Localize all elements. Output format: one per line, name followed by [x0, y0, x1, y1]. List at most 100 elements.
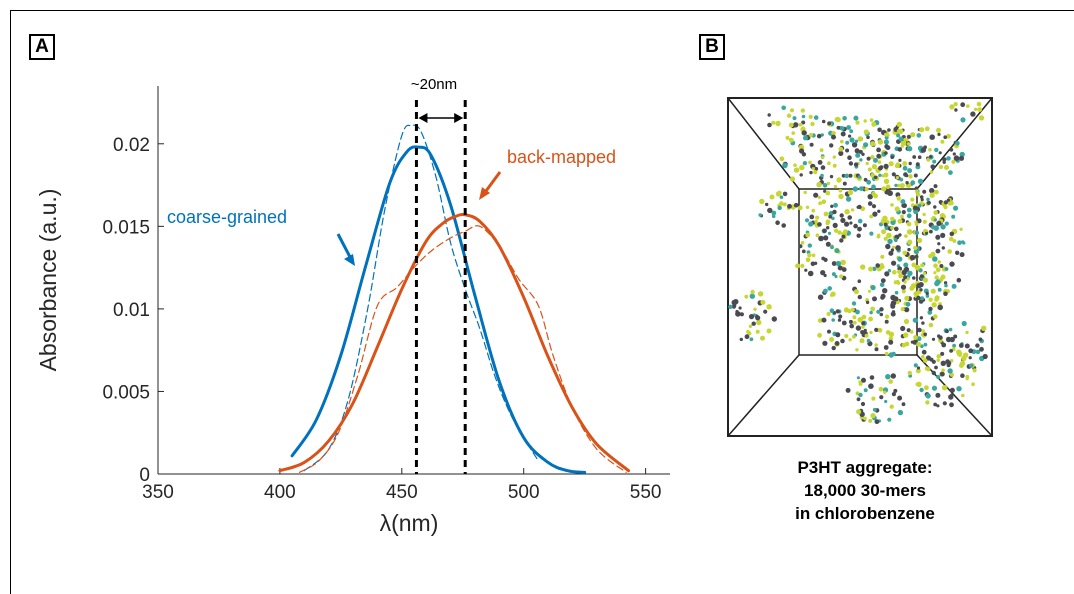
polymer-bead	[902, 165, 908, 171]
polymer-bead	[912, 339, 918, 345]
polymer-bead	[867, 194, 873, 200]
polymer-bead	[861, 325, 865, 329]
polymer-bead	[937, 304, 943, 311]
polymer-bead	[799, 173, 803, 177]
polymer-bead	[857, 218, 863, 224]
polymer-bead	[890, 303, 896, 309]
polymer-bead	[801, 120, 806, 125]
polymer-bead	[838, 314, 843, 319]
polymer-bead	[850, 208, 855, 212]
polymer-bead	[898, 233, 902, 237]
polymer-bead	[744, 334, 750, 340]
polymer-bead	[910, 283, 917, 289]
polymer-bead	[841, 173, 846, 178]
polymer-bead	[961, 355, 967, 362]
polymer-bead	[939, 371, 945, 377]
polymer-bead	[920, 198, 924, 202]
polymer-bead	[826, 226, 830, 230]
polymer-bead	[830, 204, 834, 208]
polymer-bead	[821, 119, 826, 124]
polymer-bead	[852, 320, 857, 325]
polymer-bead	[934, 365, 938, 370]
polymer-bead	[949, 336, 955, 343]
polymer-bead	[863, 129, 869, 135]
polymer-bead	[869, 118, 874, 122]
polymer-bead	[948, 327, 953, 332]
polymer-bead	[856, 376, 860, 380]
polymer-bead	[810, 121, 815, 127]
polymer-bead	[834, 248, 840, 254]
polymer-bead	[834, 116, 840, 122]
polymer-bead	[975, 349, 981, 355]
polymer-bead	[850, 307, 855, 312]
polymer-bead	[954, 108, 958, 112]
polymer-bead	[800, 263, 805, 268]
polymer-bead	[906, 229, 913, 235]
polymer-bead	[828, 214, 833, 219]
polymer-bead	[821, 317, 827, 323]
polymer-bead	[888, 161, 894, 167]
polymer-bead	[929, 192, 935, 198]
polymer-bead	[839, 213, 844, 218]
polymer-bead	[853, 289, 859, 295]
polymer-bead	[885, 184, 891, 190]
polymer-bead	[831, 134, 836, 140]
polymer-bead	[973, 107, 978, 111]
polymer-bead	[946, 198, 951, 202]
polymer-bead	[979, 346, 984, 352]
polymer-bead	[833, 185, 838, 189]
polymer-bead	[834, 341, 840, 346]
polymer-bead	[825, 219, 831, 225]
polymer-bead	[826, 181, 831, 186]
polymer-bead	[906, 277, 910, 281]
polymer-bead	[823, 257, 828, 262]
polymer-bead	[820, 173, 824, 178]
polymer-bead	[867, 289, 872, 293]
polymer-bead	[872, 296, 877, 302]
polymer-bead	[852, 315, 857, 320]
polymer-bead	[903, 172, 908, 177]
aggregate-simulation-image	[727, 97, 993, 437]
polymer-bead	[838, 188, 843, 193]
polymer-bead	[863, 142, 869, 148]
polymer-bead	[964, 343, 970, 349]
polymer-bead	[858, 392, 863, 398]
polymer-bead	[900, 199, 906, 205]
polymer-bead	[825, 190, 831, 196]
polymer-bead	[847, 309, 852, 314]
polymer-bead	[845, 140, 850, 145]
polymer-bead	[897, 218, 903, 224]
polymer-bead	[896, 133, 901, 138]
polymer-bead	[808, 160, 812, 165]
polymer-bead	[936, 220, 942, 226]
polymer-bead	[929, 170, 934, 174]
polymer-bead	[938, 164, 944, 170]
polymer-bead	[949, 402, 954, 408]
polymer-bead	[903, 318, 910, 325]
polymer-bead	[943, 291, 948, 297]
polymer-bead	[838, 146, 844, 152]
polymer-bead	[896, 195, 901, 201]
polymer-bead	[906, 213, 912, 219]
polymer-bead	[968, 348, 974, 354]
polymer-bead	[855, 325, 862, 331]
polymer-bead	[942, 401, 947, 406]
polymer-bead	[883, 345, 889, 350]
polymer-bead	[771, 214, 776, 219]
polymer-bead	[817, 160, 823, 165]
polymer-bead	[862, 223, 867, 228]
polymer-bead	[888, 336, 893, 341]
polymer-bead	[860, 401, 866, 407]
polymer-bead	[817, 332, 822, 338]
polymer-bead	[913, 245, 918, 251]
polymer-bead	[900, 325, 906, 332]
polymer-bead	[956, 386, 962, 392]
polymer-bead	[801, 249, 806, 254]
coarse-grained-line	[290, 145, 587, 474]
polymer-bead	[803, 135, 808, 141]
polymer-bead-aggregate	[728, 101, 988, 425]
polymer-bead	[884, 351, 889, 356]
polymer-bead	[903, 262, 909, 268]
polymer-bead	[934, 297, 939, 302]
polymer-bead	[916, 295, 921, 301]
